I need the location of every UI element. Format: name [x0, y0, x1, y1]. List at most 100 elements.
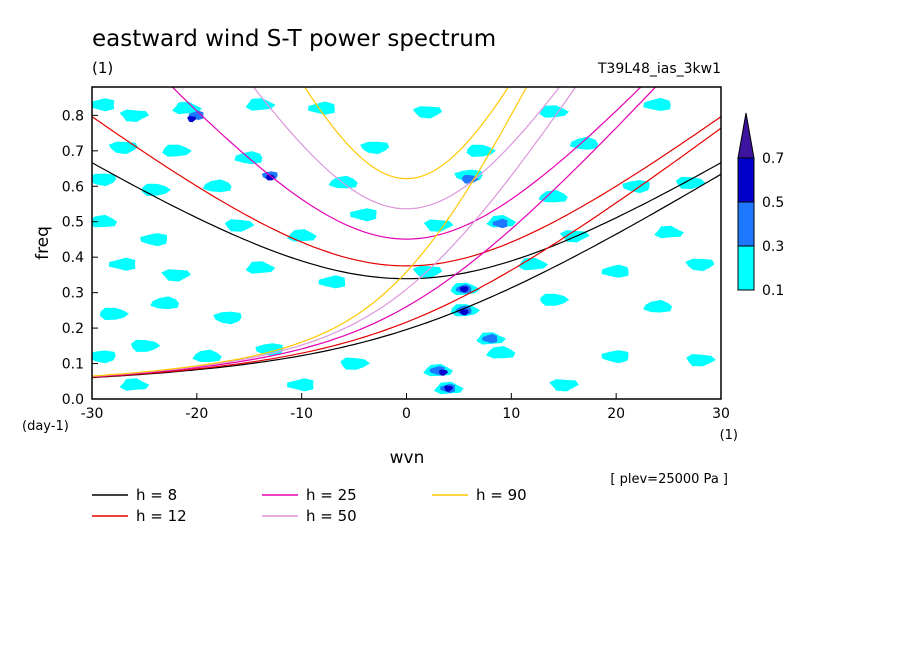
contour-blob: [685, 258, 715, 272]
y-axis-units: (day-1): [22, 419, 69, 434]
contour-blob: [538, 190, 568, 203]
dispersion-curve-ig: [92, 162, 721, 280]
contour-blob: [224, 219, 255, 232]
contour-blob: [340, 357, 370, 370]
dispersion-curve-mrg: [92, 87, 528, 377]
colorbar-segment: [737, 157, 755, 203]
contour-blob: [266, 174, 276, 181]
run-label: T39L48_ias_3kw1: [597, 61, 721, 77]
contour-blob: [412, 106, 443, 119]
legend-label: h = 90: [476, 486, 527, 504]
x-axis-units: (1): [720, 428, 738, 443]
y-tick-label: 0.2: [62, 321, 84, 337]
contour-blob: [108, 141, 138, 155]
dispersion-curves: [92, 87, 721, 379]
contour-blob: [423, 219, 454, 232]
plev-note: [ plev=25000 Pa ]: [610, 472, 728, 487]
contour-blob: [100, 307, 129, 320]
colorbar-label: 0.5: [762, 195, 784, 211]
contour-blob: [213, 311, 242, 325]
contour-blob: [245, 261, 276, 274]
y-tick-label: 0.0: [62, 392, 84, 408]
contour-blob: [172, 101, 202, 115]
contour-blob: [92, 350, 116, 364]
contour-blob: [360, 141, 390, 155]
dispersion-curve-mrg: [92, 173, 721, 379]
contour-blob: [622, 180, 650, 194]
contour-blob: [286, 229, 317, 242]
y-tick-label: 0.8: [62, 108, 84, 124]
colorbar-segment: [737, 245, 755, 291]
contour-blob: [108, 257, 136, 271]
contour-blob: [518, 257, 549, 271]
contour-blob: [318, 275, 346, 289]
x-axis: -30 -20 -10 0 10 20 30: [81, 393, 730, 422]
contour-blob: [255, 343, 283, 357]
contour-blob: [140, 233, 167, 247]
x-tick-label: 0: [402, 406, 411, 422]
colorbar-label: 0.3: [762, 239, 784, 255]
contour-blob: [601, 350, 629, 364]
x-tick-label: 10: [502, 406, 520, 422]
contour-blob: [438, 369, 449, 376]
contour-fills: [92, 97, 716, 395]
y-tick-label: 0.7: [62, 144, 84, 160]
contour-blob: [187, 116, 197, 123]
contour-blob: [161, 269, 191, 282]
x-tick-label: -30: [81, 406, 104, 422]
dispersion-curve-ig: [303, 87, 510, 180]
contour-blob: [150, 296, 179, 310]
contour-blob: [202, 179, 232, 193]
contour-blob: [92, 173, 117, 187]
contour-blob: [119, 109, 150, 122]
colorbar-label: 0.7: [762, 151, 784, 167]
units-label: (1): [92, 59, 113, 77]
contour-blob: [307, 101, 335, 115]
contour-blob: [119, 378, 150, 391]
contour-blob: [92, 214, 118, 228]
colorbar-arrow: [737, 112, 755, 159]
contour-blob: [461, 174, 479, 184]
contour-blob: [675, 176, 706, 189]
y-tick-label: 0.3: [62, 286, 84, 302]
contour-blob: [459, 309, 469, 316]
contour-blob: [486, 346, 516, 359]
contour-blob: [540, 293, 570, 306]
legend-label: h = 50: [306, 507, 357, 525]
contour-blob: [162, 144, 192, 157]
contour-blob: [245, 98, 276, 111]
y-tick-label: 0.6: [62, 179, 84, 195]
contour-blob: [492, 218, 508, 229]
contour-blob: [549, 379, 579, 392]
y-axis: 0.0 0.1 0.2 0.3 0.4 0.5 0.6 0.7 0.8: [62, 108, 98, 408]
y-tick-label: 0.1: [62, 357, 84, 373]
contour-blob: [482, 333, 498, 344]
contour-blob: [287, 378, 314, 392]
contour-blob: [654, 225, 684, 239]
y-tick-label: 0.5: [62, 215, 84, 231]
legend-label: h = 25: [306, 486, 357, 504]
contour-blob: [328, 175, 358, 189]
contour-blob: [569, 136, 598, 150]
y-tick-label: 0.4: [62, 250, 84, 266]
contour-blob: [92, 98, 115, 112]
colorbar: 0.1 0.3 0.5 0.7: [737, 112, 784, 299]
colorbar-label: 0.1: [762, 283, 784, 299]
y-axis-label: freq: [33, 226, 53, 260]
x-tick-label: 30: [712, 406, 730, 422]
contour-blob: [443, 385, 454, 392]
x-tick-label: -20: [185, 406, 208, 422]
legend-label: h = 12: [136, 507, 187, 525]
contour-blob: [643, 299, 673, 313]
dispersion-curve-ig: [171, 87, 642, 240]
contour-blob: [412, 265, 443, 279]
contour-blob: [192, 349, 222, 362]
dispersion-curve-mrg: [92, 127, 721, 378]
legend-label: h = 8: [136, 486, 177, 504]
contour-blob: [459, 286, 469, 293]
contour-blob: [131, 339, 161, 352]
colorbar-segment: [737, 201, 755, 247]
dispersion-curve-ig: [92, 116, 721, 267]
dispersion-curve-mrg: [92, 87, 657, 378]
